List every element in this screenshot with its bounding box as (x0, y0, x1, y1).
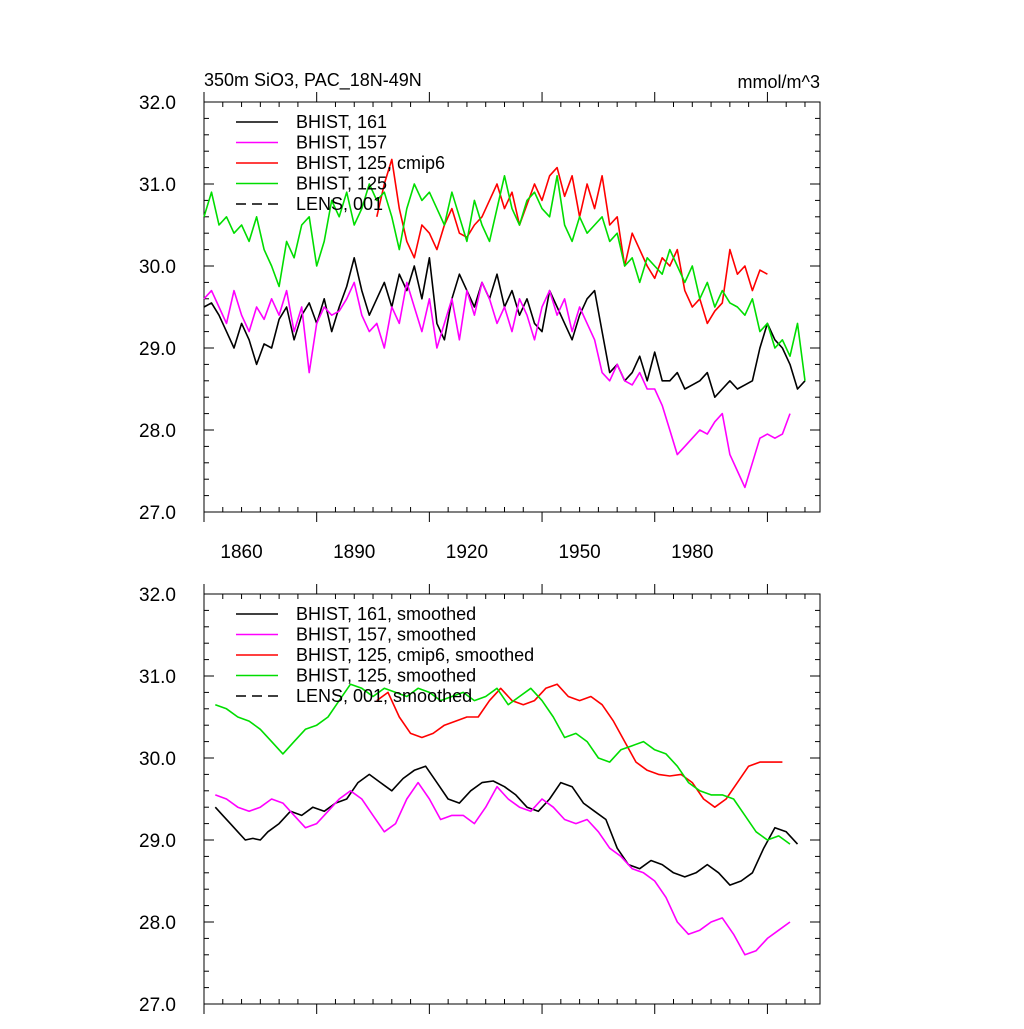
top-chart-units: mmol/m^3 (738, 72, 820, 92)
bottom-y-tick-label: 32.0 (139, 585, 176, 606)
bottom-y-tick-label: 31.0 (139, 667, 176, 688)
bottom-y-tick-label: 29.0 (139, 831, 176, 852)
top-x-tick-label: 1950 (558, 542, 600, 563)
top-series-line-bhist-157 (203, 281, 791, 489)
top-legend-label: BHIST, 125 (296, 174, 387, 194)
top-series (203, 158, 806, 489)
top-legend-label: BHIST, 157 (296, 133, 387, 153)
bottom-x-axis (203, 584, 806, 1014)
top-x-tick-label: 1920 (446, 542, 488, 563)
bottom-legend-label: BHIST, 125, cmip6, smoothed (296, 645, 534, 665)
bottom-series-line-bhist-125-smoothed (215, 683, 791, 845)
top-chart-title: 350m SiO3, PAC_18N-49N (204, 70, 422, 91)
top-y-tick-label: 29.0 (139, 339, 176, 360)
top-y-tick-label: 31.0 (139, 175, 176, 196)
bottom-legend-label: BHIST, 161, smoothed (296, 604, 476, 624)
bottom-legend-label: LENS, 001, smoothed (296, 686, 472, 706)
top-x-axis: 1860 1890 1920 1950 1980 (203, 92, 806, 563)
top-x-tick-label: 1890 (333, 542, 375, 563)
bottom-y-tick-label: 28.0 (139, 913, 176, 934)
top-panel: 350m SiO3, PAC_18N-49N mmol/m^3 27.0 28.0… (139, 70, 821, 563)
top-series-line-bhist-125-cmip6 (376, 158, 768, 325)
bottom-y-axis: 27.0 28.0 29.0 30.0 31.0 32.0 (139, 585, 820, 1016)
bottom-series-line-bhist-125-cmip6-smoothed (376, 683, 783, 809)
bottom-series-line-bhist-157-smoothed (215, 781, 791, 956)
bottom-panel: 27.0 28.0 29.0 30.0 31.0 32.0 BHIST, 161, smo… (139, 584, 821, 1016)
bottom-y-tick-label: 30.0 (139, 749, 176, 770)
bottom-y-tick-label: 27.0 (139, 995, 176, 1016)
top-x-tick-label: 1860 (220, 542, 262, 563)
top-legend-label: LENS, 001 (296, 194, 383, 214)
bottom-legend-label: BHIST, 125, smoothed (296, 666, 476, 686)
bottom-plot-frame (203, 593, 821, 1005)
bottom-series (214, 683, 799, 956)
top-y-tick-label: 32.0 (139, 93, 176, 114)
top-y-tick-label: 28.0 (139, 421, 176, 442)
bottom-legend-label: BHIST, 157, smoothed (296, 625, 476, 645)
top-series-line-bhist-125 (203, 175, 806, 381)
top-legend-label: BHIST, 125, cmip6 (296, 153, 445, 173)
top-y-axis: 27.0 28.0 29.0 30.0 31.0 32.0 (139, 93, 820, 524)
top-y-tick-label: 30.0 (139, 257, 176, 278)
top-y-tick-label: 27.0 (139, 503, 176, 524)
top-legend-label: BHIST, 161 (296, 112, 387, 132)
top-x-tick-label: 1980 (671, 542, 713, 563)
